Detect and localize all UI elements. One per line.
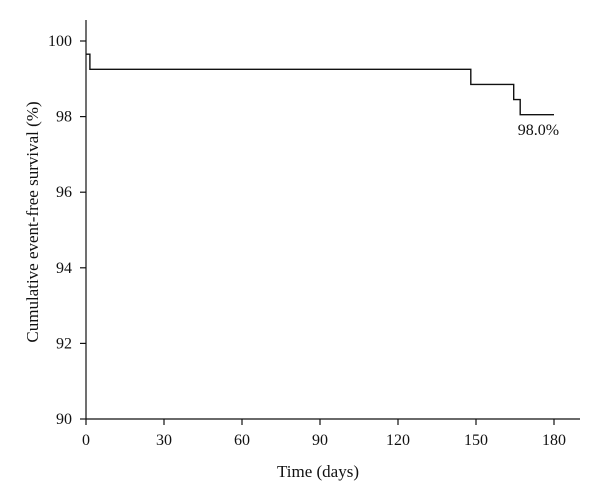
y-tick-label: 96: [56, 184, 72, 201]
y-axis-title: Cumulative event-free survival (%): [23, 101, 42, 342]
x-tick-label: 180: [542, 432, 566, 449]
x-tick-label: 120: [386, 432, 410, 449]
x-tick-label: 150: [464, 432, 488, 449]
axes: [85, 20, 580, 420]
x-tick-label: 30: [156, 432, 172, 449]
ticks: 0 30 60 90 120 150 180 90 92 94 96 98 100: [48, 33, 566, 449]
y-tick-label: 98: [56, 109, 72, 126]
series: [86, 53, 554, 116]
x-tick-label: 60: [234, 432, 250, 449]
y-tick-label: 94: [56, 260, 72, 277]
x-tick-label: 0: [82, 432, 90, 449]
survival-step-line: [86, 53, 554, 116]
final-survival-annotation: 98.0%: [518, 122, 559, 139]
y-tick-label: 100: [48, 33, 72, 50]
annotations: 98.0%: [518, 122, 559, 139]
x-tick-label: 90: [312, 432, 328, 449]
x-axis-title: Time (days): [277, 462, 359, 481]
y-tick-label: 92: [56, 335, 72, 352]
y-tick-label: 90: [56, 411, 72, 428]
